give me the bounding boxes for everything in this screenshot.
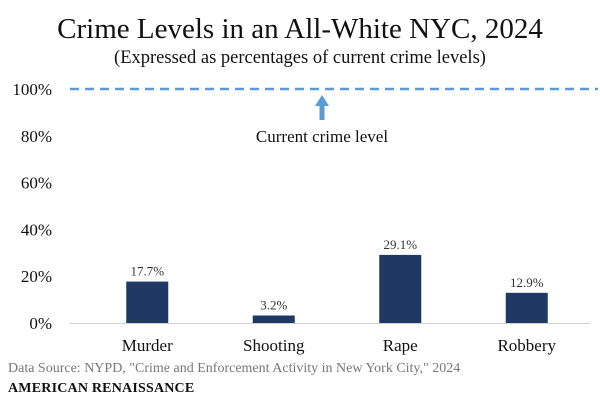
bar-rape [379,254,422,323]
bar-robbery [505,292,548,323]
brand-label: AMERICAN RENAISSANCE [8,381,195,396]
x-tick-label: Murder [122,336,173,355]
data-label: 17.7% [130,264,164,279]
x-tick-label: Rape [383,336,418,355]
arrow-head-icon [315,95,329,106]
x-tick-label: Robbery [497,336,556,355]
data-label: 29.1% [383,237,417,252]
data-source-note: Data Source: NYPD, "Crime and Enforcemen… [8,361,461,376]
x-tick-label: Shooting [243,336,305,355]
y-tick-label: 80% [21,127,52,146]
y-tick-label: 60% [21,174,52,193]
bar-shooting [252,315,295,323]
data-label: 12.9% [510,275,544,290]
chart-subtitle: (Expressed as percentages of current cri… [114,48,486,68]
y-tick-label: 100% [12,80,52,99]
data-label: 3.2% [260,298,287,313]
y-tick-label: 20% [21,267,52,286]
y-tick-label: 40% [21,220,52,239]
reference-line-label: Current crime level [256,127,388,146]
chart-title: Crime Levels in an All-White NYC, 2024 [57,13,543,45]
bar-murder [126,281,169,323]
y-tick-label: 0% [29,314,52,333]
